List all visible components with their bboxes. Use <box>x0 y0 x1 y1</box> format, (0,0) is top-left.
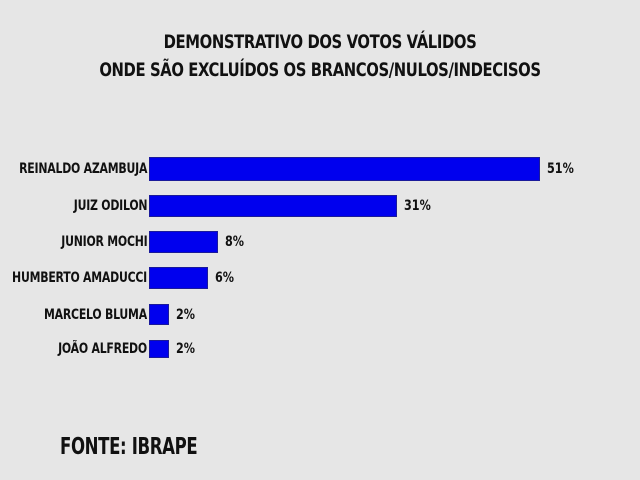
bar-row: JUNIOR MOCHI 8% <box>0 231 640 253</box>
bar <box>149 195 397 217</box>
bar <box>149 267 208 289</box>
category-label: MARCELO BLUMA <box>44 306 147 323</box>
value-label: 2% <box>176 306 196 323</box>
bar-row: JUIZ ODILON 31% <box>0 195 640 217</box>
value-label: 2% <box>176 341 196 357</box>
bar-row: JOÃO ALFREDO 2% <box>0 340 640 358</box>
category-label: JOÃO ALFREDO <box>58 341 147 357</box>
value-label: 8% <box>225 234 245 250</box>
chart-subtitle: ONDE SÃO EXCLUÍDOS OS BRANCOS/NULOS/INDE… <box>99 59 541 81</box>
bar-row: MARCELO BLUMA 2% <box>0 304 640 325</box>
category-label: HUMBERTO AMADUCCI <box>12 270 147 286</box>
bar <box>149 304 169 325</box>
value-label: 6% <box>215 270 235 286</box>
chart-title: DEMONSTRATIVO DOS VOTOS VÁLIDOS ONDE SÃO… <box>0 28 640 84</box>
source-caption: FONTE: IBRAPE <box>60 434 198 460</box>
bar <box>149 340 169 358</box>
value-label: 31% <box>404 198 431 214</box>
value-label: 51% <box>547 161 574 177</box>
bar-row: HUMBERTO AMADUCCI 6% <box>0 267 640 289</box>
category-label: REINALDO AZAMBUJA <box>18 161 147 177</box>
bar <box>149 157 540 181</box>
chart-title-line-1: DEMONSTRATIVO DOS VOTOS VÁLIDOS <box>163 31 477 53</box>
category-label: JUNIOR MOCHI <box>60 234 147 250</box>
bar <box>149 231 218 253</box>
category-label: JUIZ ODILON <box>73 198 147 214</box>
bar-row: REINALDO AZAMBUJA 51% <box>0 157 640 181</box>
